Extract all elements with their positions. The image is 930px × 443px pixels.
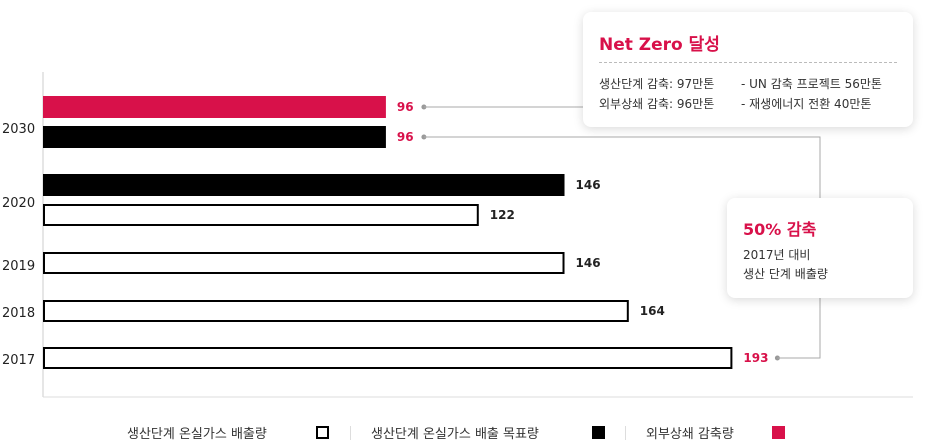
legend-swatch-offset: [772, 426, 785, 439]
legend: 생산단계 온실가스 배출량 생산단계 온실가스 배출 목표량 외부상쇄 감축량: [0, 423, 930, 443]
net-zero-callout: Net Zero 달성 생산단계 감축: 97만톤 - UN 감축 프로젝트 5…: [583, 12, 913, 127]
net-zero-un-project: - UN 감축 프로젝트 56만톤: [741, 77, 882, 91]
value-label: 122: [490, 208, 515, 222]
legend-label-offset: 외부상쇄 감축량: [646, 427, 734, 442]
net-zero-divider: [599, 62, 897, 63]
bar-2019-2: [43, 252, 565, 274]
value-label: 164: [640, 304, 665, 318]
legend-label-emissions: 생산단계 온실가스 배출량: [127, 427, 267, 442]
reduction-baseline: 2017년 대비: [743, 248, 811, 262]
net-zero-title: Net Zero 달성: [599, 35, 720, 55]
net-zero-production-reduction: 생산단계 감축: 97만톤: [599, 77, 715, 91]
legend-separator: [350, 426, 351, 440]
y-tick-label: 2020: [2, 196, 35, 211]
value-label: 146: [576, 256, 601, 270]
bar-chart: 2030 96 96 2020 146 122 2019 146 2018 164 2017 193: [2, 72, 913, 398]
bar-2020-2: [43, 204, 479, 226]
reduction-title: 50% 감축: [743, 220, 817, 239]
net-zero-renewable: - 재생에너지 전환 40만톤: [741, 97, 872, 111]
bar-2018-2: [43, 300, 629, 322]
bar-2020-1: [43, 174, 565, 196]
bar-2030-1: [43, 126, 386, 148]
bar-2030-0: [43, 96, 386, 118]
y-tick-label: 2018: [2, 306, 35, 321]
value-label: 193: [743, 351, 768, 365]
chart-marks: 2030 96 96 2020 146 122 2019 146 2018 164 2017 193: [2, 96, 821, 369]
legend-label-target: 생산단계 온실가스 배출 목표량: [371, 427, 539, 442]
bar-2017-2: [43, 347, 733, 369]
value-label: 96: [397, 100, 414, 114]
y-tick-label: 2017: [2, 353, 35, 368]
y-tick-label: 2019: [2, 259, 35, 274]
y-tick-label: 2030: [2, 122, 35, 137]
reduction-callout: 50% 감축 2017년 대비 생산 단계 배출량: [727, 198, 913, 298]
legend-separator: [625, 426, 626, 440]
reduction-scope: 생산 단계 배출량: [743, 267, 828, 281]
net-zero-offset-reduction: 외부상쇄 감축: 96만톤: [599, 97, 715, 111]
value-label: 96: [397, 130, 414, 144]
value-label: 146: [576, 178, 601, 192]
legend-swatch-target: [592, 426, 605, 439]
legend-swatch-emissions: [316, 426, 329, 439]
